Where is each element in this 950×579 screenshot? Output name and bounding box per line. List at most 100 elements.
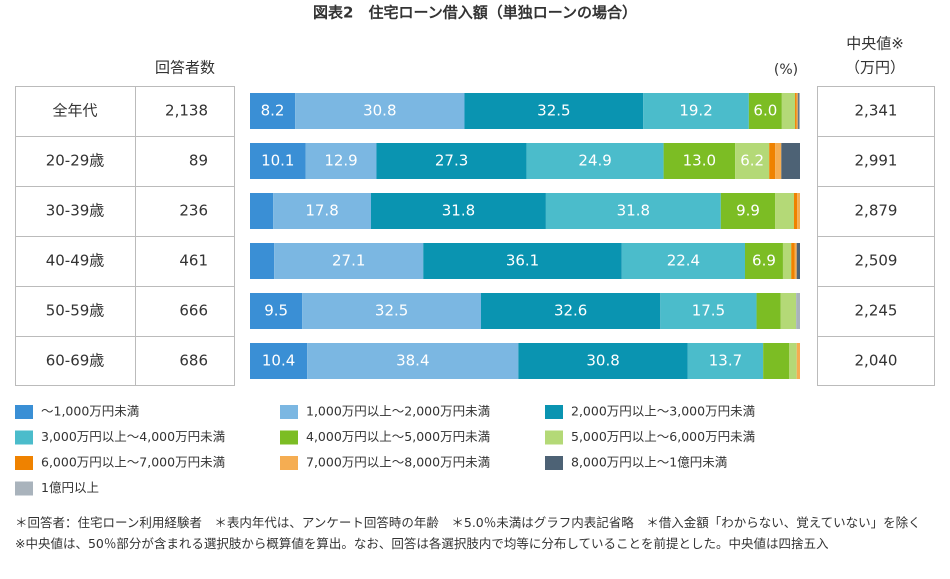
- legend-label: 2,000万円以上～3,000万円未満: [571, 404, 755, 419]
- legend-swatch: [545, 456, 563, 470]
- bar-segment: [795, 93, 797, 129]
- data-label: 19.2: [679, 102, 712, 120]
- data-label: 27.1: [332, 252, 365, 270]
- bar-segment: [526, 143, 664, 179]
- legend-swatch: [280, 430, 298, 445]
- bar-segment: [481, 293, 661, 329]
- chart-title: 図表2 住宅ローン借入額（単独ローンの場合）: [313, 4, 637, 22]
- data-label: 12.9: [324, 152, 357, 170]
- category-label: 50-59歳: [46, 302, 105, 320]
- bar-segment: [782, 243, 792, 279]
- footnote: ＊回答者：住宅ローン利用経験者 ＊表内年代は、アンケート回答時の年齢 ＊5.0％…: [15, 515, 934, 551]
- legend-label: 1,000万円以上～2,000万円未満: [306, 404, 490, 419]
- respondent-count: 461: [179, 252, 208, 270]
- bar-segment: [791, 243, 795, 279]
- bar-segment: [660, 293, 757, 329]
- data-label: 17.5: [692, 302, 725, 320]
- bar-segment: [663, 143, 736, 179]
- bar-segment: [796, 343, 800, 379]
- bar-segment: [796, 93, 798, 129]
- bar-segment: [423, 243, 622, 279]
- bar-segment: [621, 243, 745, 279]
- legend-swatch: [545, 430, 563, 445]
- data-label: 32.5: [375, 302, 408, 320]
- category-label: 30-39歳: [46, 202, 105, 220]
- legend-label: 8,000万円以上～1億円未満: [571, 455, 727, 470]
- bar-segment: [720, 193, 776, 229]
- bar-segment: [735, 143, 770, 179]
- bar-segment: [756, 293, 781, 329]
- bar-segment: [745, 243, 783, 279]
- category-label: 40-49歳: [46, 252, 105, 270]
- data-label: 31.8: [617, 202, 650, 220]
- bar-segment: [371, 193, 546, 229]
- legend-swatch: [15, 456, 33, 470]
- respondent-count: 666: [179, 302, 208, 320]
- legend-swatch: [15, 430, 33, 445]
- data-label: 36.1: [506, 252, 539, 270]
- legend-swatch: [545, 405, 563, 419]
- median-value: 2,245: [855, 302, 898, 320]
- respondent-count: 89: [189, 152, 208, 170]
- data-label: 32.6: [554, 302, 587, 320]
- data-label: 31.8: [442, 202, 475, 220]
- bar-segment: [781, 143, 800, 179]
- data-label: 9.5: [264, 302, 288, 320]
- data-label: 6.0: [753, 102, 777, 120]
- bar-segment: [789, 343, 797, 379]
- median-value: 2,879: [855, 202, 898, 220]
- data-label: 9.9: [736, 202, 760, 220]
- category-label: 60-69歳: [46, 352, 105, 370]
- column-header: 中央値※: [846, 35, 904, 53]
- bar-segment: [274, 243, 424, 279]
- category-label: 20-29歳: [46, 152, 105, 170]
- respondent-count: 2,138: [165, 102, 208, 120]
- legend-label: 4,000万円以上～5,000万円未満: [306, 429, 490, 444]
- median-value: 2,509: [855, 252, 898, 270]
- median-value: 2,341: [855, 102, 898, 120]
- bar-segment: [763, 343, 789, 379]
- legend-label: 7,000万円以上～8,000万円未満: [306, 455, 490, 470]
- data-label: 32.5: [537, 102, 570, 120]
- bar-segment: [305, 143, 377, 179]
- bar-segment: [250, 343, 308, 379]
- column-header: 回答者数: [155, 59, 215, 77]
- data-label: 6.9: [752, 252, 776, 270]
- column-header: （万円）: [845, 59, 905, 77]
- bar-segment: [250, 243, 275, 279]
- data-label: 30.8: [586, 352, 619, 370]
- bar-segment: [748, 93, 782, 129]
- respondent-count: 686: [179, 352, 208, 370]
- bar-segment: [464, 93, 644, 129]
- bar-segment: [775, 143, 782, 179]
- data-label: 10.1: [261, 152, 294, 170]
- legend-label: ～1,000万円未満: [41, 404, 139, 419]
- bar-segment: [793, 193, 798, 229]
- bar-segment: [796, 243, 800, 279]
- legend-label: 6,000万円以上～7,000万円未満: [41, 455, 225, 470]
- legend-label: 1億円以上: [41, 480, 99, 495]
- data-label: 6.2: [740, 152, 764, 170]
- median-value: 2,040: [855, 352, 898, 370]
- bar-segment: [643, 93, 749, 129]
- bar-segment: [797, 93, 799, 129]
- legend-label: 3,000万円以上～4,000万円未満: [41, 429, 225, 444]
- data-label: 10.4: [262, 352, 295, 370]
- data-label: 38.4: [396, 352, 429, 370]
- bar-segment: [518, 343, 688, 379]
- bar-segment: [250, 93, 296, 129]
- bar-segment: [273, 193, 371, 229]
- bar-segment: [769, 143, 776, 179]
- bar-segment: [798, 93, 800, 129]
- bar-segment: [545, 193, 721, 229]
- bar-segment: [796, 293, 800, 329]
- unit-label: (%): [774, 62, 798, 78]
- data-label: 17.8: [305, 202, 338, 220]
- bar-segment: [780, 293, 797, 329]
- bar-segment: [250, 293, 303, 329]
- legend-swatch: [15, 405, 33, 419]
- data-label: 24.9: [578, 152, 611, 170]
- data-label: 13.0: [683, 152, 716, 170]
- data-label: 8.2: [261, 102, 285, 120]
